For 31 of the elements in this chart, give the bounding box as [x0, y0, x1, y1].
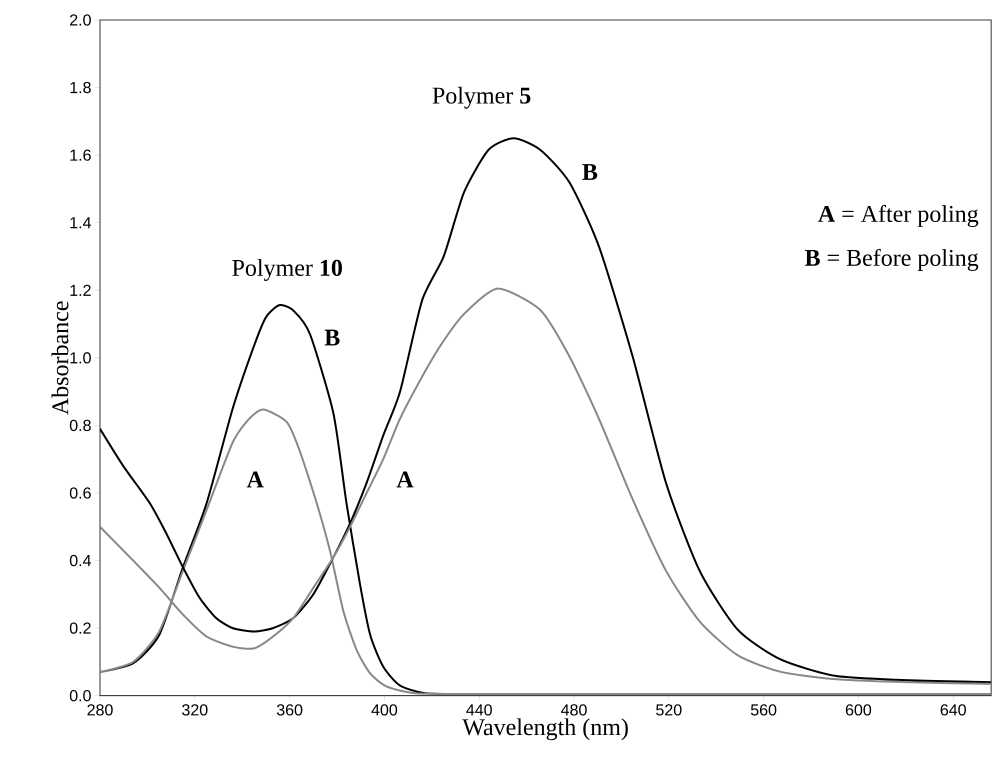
annotation: B: [582, 164, 598, 180]
annotation: Polymer 10: [232, 259, 342, 281]
y-tick-label: 0.6: [70, 487, 91, 499]
y-axis-title: Absorbance: [52, 301, 68, 415]
y-tick-label: 0.0: [70, 690, 91, 702]
annotation: B: [324, 330, 340, 346]
x-tick-label: 280: [87, 704, 113, 716]
x-tick-label: 600: [846, 704, 872, 716]
y-tick-label: 1.6: [70, 149, 91, 161]
y-tick-label: 2.0: [70, 14, 91, 26]
x-tick-label: 440: [466, 704, 492, 716]
annotation: Polymer 5: [432, 86, 530, 109]
y-tick-label: 1.0: [70, 352, 91, 364]
annotation: A: [396, 472, 414, 488]
annotation: A = After poling: [818, 204, 978, 227]
y-tick-label: 0.2: [70, 622, 91, 634]
x-tick-label: 640: [940, 704, 966, 716]
annotation: B = Before poling: [804, 248, 978, 271]
x-tick-label: 360: [276, 704, 302, 716]
x-tick-label: 400: [371, 704, 398, 716]
x-tick-label: 320: [182, 704, 208, 716]
x-tick-label: 560: [750, 704, 776, 716]
x-tick-label: 480: [561, 704, 587, 716]
x-axis-title: Wavelength (nm): [462, 718, 628, 740]
x-tick-label: 520: [656, 704, 682, 716]
y-tick-label: 0.8: [70, 420, 91, 432]
y-tick-label: 1.8: [70, 82, 91, 94]
y-tick-label: 0.4: [70, 554, 92, 566]
y-tick-label: 1.4: [70, 217, 92, 228]
annotation: A: [246, 472, 264, 488]
y-tick-label: 1.2: [70, 284, 91, 296]
